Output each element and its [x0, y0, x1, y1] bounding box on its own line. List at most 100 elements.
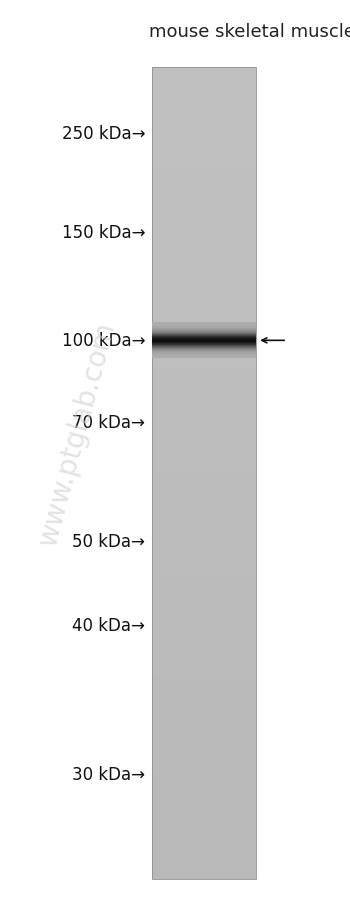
Bar — [152, 847, 256, 855]
Bar — [152, 262, 256, 271]
Bar — [152, 222, 256, 230]
Bar — [152, 425, 256, 433]
Bar — [152, 547, 256, 555]
Bar — [152, 409, 256, 417]
Bar — [152, 530, 256, 538]
Bar — [152, 636, 256, 644]
Bar — [152, 685, 256, 693]
Bar — [152, 352, 256, 360]
Bar — [152, 741, 256, 750]
Bar — [152, 474, 256, 482]
Bar — [152, 733, 256, 741]
Bar — [152, 68, 256, 76]
Bar — [152, 871, 256, 879]
Bar — [152, 644, 256, 652]
Bar — [152, 133, 256, 141]
Bar — [152, 198, 256, 206]
Bar — [152, 173, 256, 181]
Bar — [152, 725, 256, 733]
Text: 150 kDa→: 150 kDa→ — [62, 224, 145, 242]
Bar — [152, 701, 256, 709]
Bar — [152, 668, 256, 676]
Bar — [152, 587, 256, 595]
Bar — [152, 238, 256, 246]
Bar — [152, 766, 256, 774]
Bar — [152, 522, 256, 530]
Bar — [152, 782, 256, 790]
Bar — [152, 652, 256, 660]
Bar — [152, 271, 256, 279]
Text: www.ptglab.com: www.ptglab.com — [34, 318, 120, 548]
Bar — [152, 612, 256, 620]
Bar — [152, 303, 256, 311]
Bar — [152, 498, 256, 506]
Bar — [152, 368, 256, 376]
Bar — [152, 92, 256, 100]
Bar — [152, 100, 256, 108]
Bar — [152, 279, 256, 287]
Bar — [152, 76, 256, 84]
Bar — [152, 189, 256, 198]
Bar — [152, 595, 256, 603]
Bar — [152, 384, 256, 392]
Bar — [152, 149, 256, 157]
Bar — [152, 693, 256, 701]
Bar — [152, 327, 256, 336]
Bar — [152, 839, 256, 847]
Bar — [152, 579, 256, 587]
Bar — [152, 571, 256, 579]
Bar — [152, 287, 256, 295]
Bar — [152, 311, 256, 319]
Bar — [152, 319, 256, 327]
Bar — [152, 806, 256, 815]
Bar — [152, 465, 256, 474]
Bar — [152, 392, 256, 400]
Text: 250 kDa→: 250 kDa→ — [62, 124, 145, 143]
Bar — [152, 295, 256, 303]
Bar — [152, 774, 256, 782]
Bar — [152, 620, 256, 628]
Bar — [152, 831, 256, 839]
Bar — [152, 815, 256, 823]
Text: 50 kDa→: 50 kDa→ — [72, 532, 145, 550]
Bar — [152, 538, 256, 547]
Bar — [152, 165, 256, 173]
Bar — [152, 124, 256, 133]
Bar — [152, 660, 256, 668]
Bar — [152, 758, 256, 766]
Bar — [152, 750, 256, 758]
Bar — [152, 855, 256, 863]
Bar — [152, 336, 256, 344]
Bar — [152, 514, 256, 522]
Bar — [152, 555, 256, 563]
Bar — [152, 360, 256, 368]
Bar — [152, 441, 256, 449]
Bar — [152, 603, 256, 612]
Bar — [152, 417, 256, 425]
Bar — [152, 68, 256, 879]
Bar — [152, 214, 256, 222]
Bar — [152, 400, 256, 409]
Bar — [152, 490, 256, 498]
Bar — [152, 563, 256, 571]
Bar — [152, 141, 256, 149]
Text: 40 kDa→: 40 kDa→ — [72, 616, 145, 634]
Text: 70 kDa→: 70 kDa→ — [72, 413, 145, 431]
Bar — [152, 230, 256, 238]
Bar — [152, 254, 256, 262]
Bar — [152, 863, 256, 871]
Text: 100 kDa→: 100 kDa→ — [62, 332, 145, 350]
Bar — [152, 344, 256, 352]
Bar — [152, 376, 256, 384]
Bar — [152, 449, 256, 457]
Bar — [152, 506, 256, 514]
Bar — [152, 709, 256, 717]
Text: 30 kDa→: 30 kDa→ — [72, 765, 145, 783]
Bar — [152, 84, 256, 92]
Bar — [152, 108, 256, 116]
Text: mouse skeletal muscle: mouse skeletal muscle — [149, 23, 350, 41]
Bar — [152, 823, 256, 831]
Bar — [152, 628, 256, 636]
Bar — [152, 717, 256, 725]
Bar — [152, 116, 256, 124]
